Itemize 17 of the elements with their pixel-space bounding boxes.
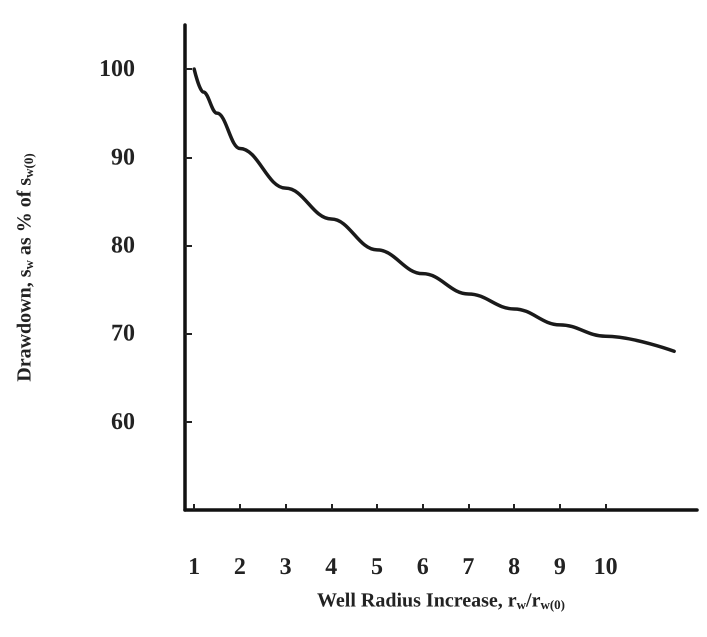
y-tick-label: 80 (111, 232, 135, 258)
x-tick-label: 6 (416, 554, 429, 580)
x-tick-label: 1 (188, 554, 200, 580)
x-tick-label: 2 (234, 554, 246, 580)
x-tick-label: 7 (462, 554, 474, 580)
x-tick-label: 8 (508, 554, 520, 580)
y-tick-label: 100 (99, 56, 135, 82)
y-axis-title: Drawdown, sw as % of sw(0) (14, 153, 36, 382)
x-tick-label: 10 (594, 554, 618, 580)
x-tick-label: 9 (554, 554, 566, 580)
y-tick-label: 90 (111, 144, 135, 170)
y-tick-label: 70 (111, 320, 135, 347)
x-tick-label: 3 (280, 554, 292, 580)
x-axis-title: Well Radius Increase, rw/rw(0) (316, 590, 565, 612)
x-tick-label: 4 (325, 554, 338, 580)
x-tick-label: 5 (371, 554, 383, 580)
y-tick-label: 60 (111, 408, 135, 435)
